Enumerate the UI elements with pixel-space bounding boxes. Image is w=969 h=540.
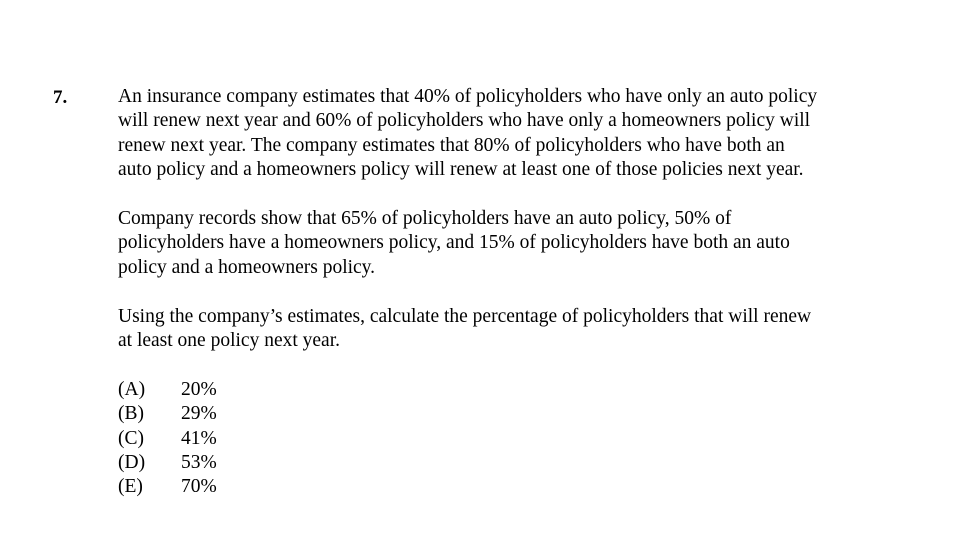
question-paragraph-2: Company records show that 65% of policyh… <box>118 207 908 280</box>
question-paragraph-1: An insurance company estimates that 40% … <box>118 85 908 183</box>
question-number: 7. <box>53 87 68 108</box>
text-line: An insurance company estimates that 40% … <box>118 86 818 107</box>
text-line: policy and a homeowners policy. <box>118 256 376 278</box>
answer-choice-a: (A) 20% <box>118 378 908 402</box>
paragraph-spacer <box>118 280 908 304</box>
choice-letter: (D) <box>118 452 146 473</box>
choice-letter: (E) <box>118 476 143 498</box>
answer-choice-d: (D) 53% <box>118 451 908 475</box>
text-line: renew next year. The company estimates t… <box>118 134 785 156</box>
answer-choices: (A) 20% (B) 29% (C) 41% (D) 53% (E) 70% <box>118 378 908 500</box>
text-line: at least one policy next year. <box>118 330 341 352</box>
choice-letter: (C) <box>118 427 144 449</box>
text-line: Company records show that 65% of policyh… <box>118 208 732 230</box>
choice-value: 41% <box>181 427 217 449</box>
choice-value: 53% <box>181 452 217 473</box>
choice-value: 29% <box>181 403 217 425</box>
choice-value: 70% <box>181 476 217 498</box>
text-line: will renew next year and 60% of policyho… <box>118 110 811 132</box>
text-line: policyholders have a homeowners policy, … <box>118 232 790 254</box>
answer-choice-c: (C) 41% <box>118 427 908 451</box>
choice-value: 20% <box>181 378 217 400</box>
answer-choice-b: (B) 29% <box>118 402 908 426</box>
choice-letter: (B) <box>118 403 144 425</box>
choice-letter: (A) <box>118 378 146 400</box>
question-prompt: Using the company’s estimates, calculate… <box>118 305 908 354</box>
answer-choice-e: (E) 70% <box>118 475 908 499</box>
text-line: auto policy and a homeowners policy will… <box>118 159 804 181</box>
text-line: Using the company’s estimates, calculate… <box>118 305 812 327</box>
question-body: An insurance company estimates that 40% … <box>118 85 908 500</box>
paragraph-spacer <box>118 183 908 207</box>
paragraph-spacer <box>118 353 908 377</box>
